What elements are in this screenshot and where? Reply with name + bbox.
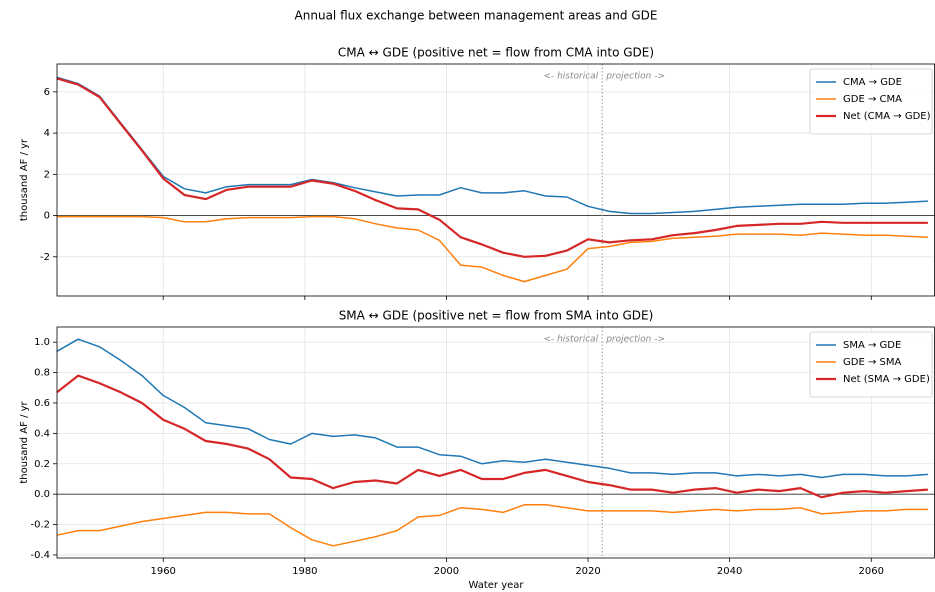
x-tick-label: 2060 (859, 566, 884, 577)
figure-title: Annual flux exchange between management … (295, 9, 658, 23)
y-tick-label: 6 (44, 87, 50, 98)
annotation: <- historical (543, 72, 598, 82)
plot-frame (56, 63, 935, 297)
x-tick-label: 2020 (575, 566, 600, 577)
series-line (56, 76, 928, 215)
x-tick-label: 2000 (434, 566, 459, 577)
y-tick-label: 1.0 (34, 337, 50, 348)
axis-title: CMA ↔ GDE (positive net = flow from CMA … (338, 46, 654, 60)
y-tick-label: 0.8 (34, 368, 50, 379)
legend-label: GDE → CMA (843, 94, 902, 105)
x-axis-label: Water year (468, 580, 524, 591)
series-line (56, 77, 928, 258)
y-tick-label: 0.6 (34, 398, 50, 409)
axis-title: SMA ↔ GDE (positive net = flow from SMA … (339, 309, 654, 323)
legend-box (809, 68, 933, 135)
x-tick-label: 2040 (717, 566, 742, 577)
y-tick-label: -2 (40, 252, 50, 263)
legend-label: CMA → GDE (843, 77, 902, 88)
y-tick-label: -0.4 (30, 550, 50, 561)
series-line (56, 338, 928, 479)
legend-label: GDE → SMA (843, 357, 901, 368)
series-line (56, 504, 928, 547)
y-tick-label: 0.4 (34, 428, 50, 439)
y-axis-label: thousand AF / yr (19, 138, 30, 221)
legend-label: Net (SMA → GDE) (843, 374, 930, 385)
plot-frame (56, 326, 935, 559)
series-line (57, 215, 928, 283)
x-tick-label: 1960 (150, 566, 175, 577)
annotation: <- historical (543, 335, 598, 345)
y-tick-label: 0.2 (34, 459, 50, 470)
y-tick-label: -0.2 (30, 520, 50, 531)
legend-box (809, 331, 933, 398)
annotation: projection -> (605, 72, 665, 82)
y-tick-label: 4 (44, 128, 50, 139)
y-tick-label: 0 (44, 211, 50, 222)
y-tick-label: 0.0 (34, 489, 50, 500)
series-line (56, 374, 928, 499)
y-axis-label: thousand AF / yr (19, 400, 30, 483)
annotation: projection -> (605, 335, 665, 345)
x-tick-label: 1980 (292, 566, 317, 577)
legend-label: Net (CMA → GDE) (843, 111, 931, 122)
legend-label: SMA → GDE (843, 340, 901, 351)
y-tick-label: 2 (44, 169, 50, 180)
